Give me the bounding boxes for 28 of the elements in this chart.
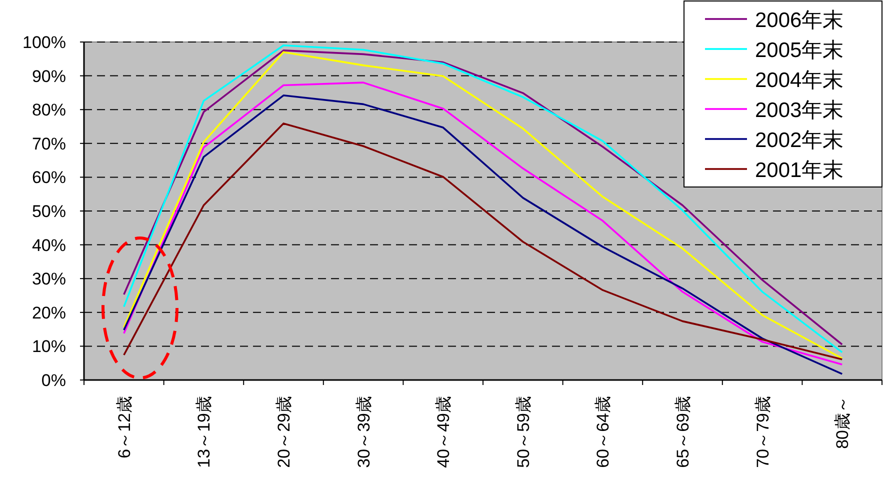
y-tick-label: 70% (32, 134, 66, 154)
y-tick-label: 30% (32, 270, 66, 289)
legend-label: 2001年末 (755, 159, 844, 182)
y-tick-label: 10% (32, 337, 66, 356)
legend-label: 2006年末 (755, 9, 844, 32)
x-tick-label: 60～64歳 (594, 396, 613, 468)
x-tick-label: 6～12歳 (114, 396, 134, 458)
legend-label: 2004年末 (755, 69, 844, 92)
x-tick-label: 80歳～ (833, 396, 852, 449)
y-tick-label: 80% (32, 100, 66, 120)
y-tick-label: 100% (22, 33, 66, 52)
y-tick-label: 20% (32, 303, 66, 322)
line-series (123, 122, 843, 360)
x-tick-label: 70～79歳 (753, 396, 772, 468)
x-tick-label: 20～29歳 (274, 396, 294, 468)
legend-label: 2005年末 (755, 39, 844, 62)
legend-label: 2003年末 (755, 99, 844, 122)
y-tick-label: 40% (32, 236, 66, 255)
y-tick-label: 50% (32, 202, 66, 221)
y-tick-label: 0% (41, 371, 66, 390)
y-tick-label: 90% (32, 66, 66, 86)
x-tick-label: 40～49歳 (434, 396, 454, 468)
x-tick-label: 30～39歳 (354, 396, 374, 468)
y-tick-label: 60% (32, 168, 66, 188)
x-tick-label: 65～69歳 (674, 396, 692, 468)
legend-label: 2002年末 (755, 129, 844, 152)
x-tick-label: 13～19歳 (194, 396, 214, 468)
x-tick-label: 50～59歳 (514, 396, 533, 468)
